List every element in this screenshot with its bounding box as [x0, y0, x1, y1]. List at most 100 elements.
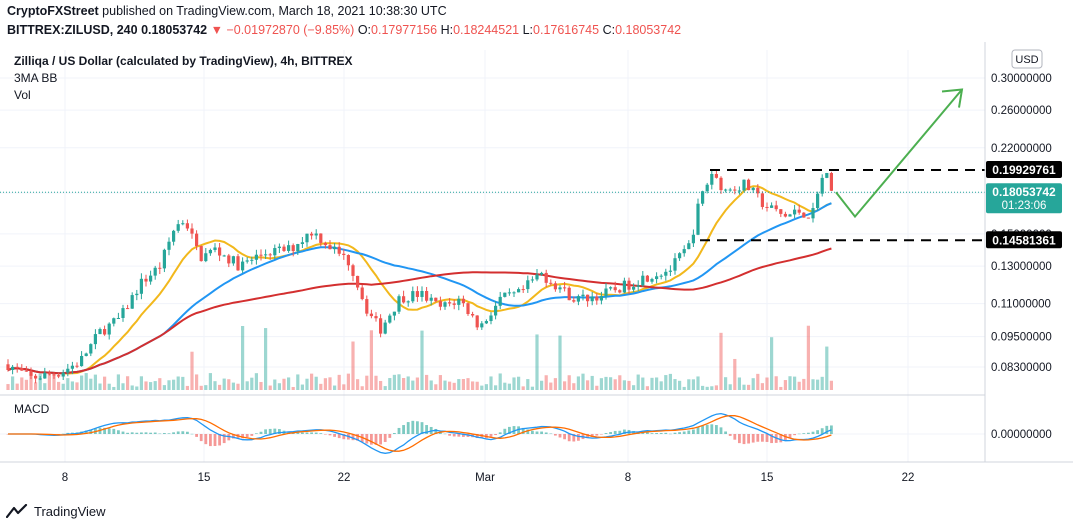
macd-histogram-bar [751, 434, 755, 443]
volume-bar [627, 380, 631, 390]
volume-bar [38, 373, 42, 390]
candle-body [627, 280, 631, 290]
candle-body [130, 295, 134, 309]
price-axis[interactable]: 0.300000000.260000000.220000000.18000000… [991, 73, 1052, 441]
volume-bar [420, 330, 424, 390]
candle-body [199, 246, 203, 262]
volume-bar [218, 384, 222, 390]
macd-histogram-bar [406, 422, 410, 434]
macd-histogram-bar [420, 422, 424, 434]
volume-bar [567, 375, 571, 390]
price-chart[interactable]: 0.300000000.260000000.220000000.18000000… [0, 42, 1073, 497]
macd-histogram-bar [452, 434, 456, 437]
volume-bar [563, 381, 567, 390]
price-tick-label: 0.22000000 [991, 143, 1052, 155]
candle-body [673, 258, 677, 271]
candle-body [691, 234, 695, 244]
volume-bar [406, 376, 410, 390]
volume-bar [333, 385, 337, 390]
candle-body [388, 315, 392, 323]
candle-body [581, 294, 585, 297]
publisher-name[interactable]: CryptoFXStreet [7, 4, 99, 18]
macd-histogram-bar [416, 421, 419, 434]
volume-bar [751, 378, 755, 390]
candle-body [668, 270, 672, 272]
candle-body [24, 370, 28, 372]
macd-histogram-bar [526, 429, 530, 434]
macd-histogram-bar [572, 434, 576, 442]
candle-body [517, 289, 521, 293]
macd-line [8, 412, 832, 454]
volume-bar [466, 378, 470, 390]
volume-bar [530, 386, 534, 390]
candle-body [254, 254, 258, 260]
candle-body [705, 184, 709, 192]
macd-histogram-bar [494, 434, 497, 436]
volume-bar [512, 377, 516, 390]
macd-histogram-bar [149, 432, 152, 434]
candle-body [530, 279, 534, 281]
candle-body [452, 303, 456, 305]
volume-bar [130, 385, 134, 390]
time-tick-label: 8 [625, 472, 631, 484]
volume-bar [227, 379, 231, 390]
volume-bar [549, 382, 553, 390]
candle-body [806, 217, 810, 219]
high-value: 0.18244521 [453, 23, 520, 37]
tradingview-brand-text: TradingView [34, 503, 106, 519]
macd-histogram-bar [590, 434, 594, 438]
volume-bar [471, 381, 475, 390]
candle-body [328, 245, 332, 250]
volume-bar [429, 380, 433, 390]
macd-histogram-bar [586, 434, 589, 439]
macd-histogram-bar [89, 429, 93, 434]
volume-bar [724, 377, 728, 390]
volume-bar [645, 386, 649, 390]
macd-histogram-bar [333, 434, 336, 437]
macd-histogram-bar [268, 428, 272, 434]
macd-histogram-bar [199, 434, 203, 442]
volume-bar [788, 376, 792, 390]
legend-indicator-bb[interactable]: 3MA BB [14, 71, 58, 85]
volume-bar [590, 375, 594, 390]
footer-brand[interactable]: TradingView [5, 500, 106, 522]
macd-histogram-bar [457, 434, 461, 437]
macd-histogram-bar [765, 434, 769, 442]
macd-histogram-bar [756, 434, 760, 442]
volume-bar [250, 377, 254, 390]
currency-button[interactable]: USD [1011, 49, 1043, 69]
candle-body [66, 368, 70, 373]
time-axis[interactable]: 8 15 22 Mar 8 15 22 [62, 472, 915, 484]
volume-bar [254, 373, 258, 390]
candle-body [816, 193, 820, 209]
macd-histogram-bar [448, 434, 451, 436]
volume-bar [181, 376, 185, 390]
macd-histogram-bar [669, 433, 672, 435]
tradingview-logo-icon [5, 503, 28, 519]
volume-bar [66, 378, 70, 390]
volume-bar [342, 384, 346, 390]
volume-bar [434, 384, 438, 390]
macd-histogram-bar [577, 434, 580, 441]
candle-body [829, 173, 833, 191]
volume-bar [774, 376, 778, 390]
volume-bar [829, 380, 833, 390]
macd-histogram-bar [310, 432, 313, 434]
macd-histogram-bar [167, 433, 171, 434]
candle-body [636, 285, 640, 287]
volume-bar [553, 378, 557, 390]
volume-bar [802, 378, 806, 390]
candle-body [719, 177, 723, 191]
macd-histogram-bar [521, 427, 525, 434]
volume-bar [319, 383, 323, 390]
candle-body [572, 300, 576, 302]
volume-bar [710, 386, 714, 390]
macd-histogram-bar [544, 432, 548, 434]
volume-bar [425, 374, 429, 390]
legend-indicator-vol[interactable]: Vol [14, 88, 31, 102]
macd-histogram-bar [728, 434, 732, 436]
time-tick-label: 8 [62, 472, 68, 484]
candle-body [558, 287, 562, 290]
candle-body [724, 189, 728, 191]
